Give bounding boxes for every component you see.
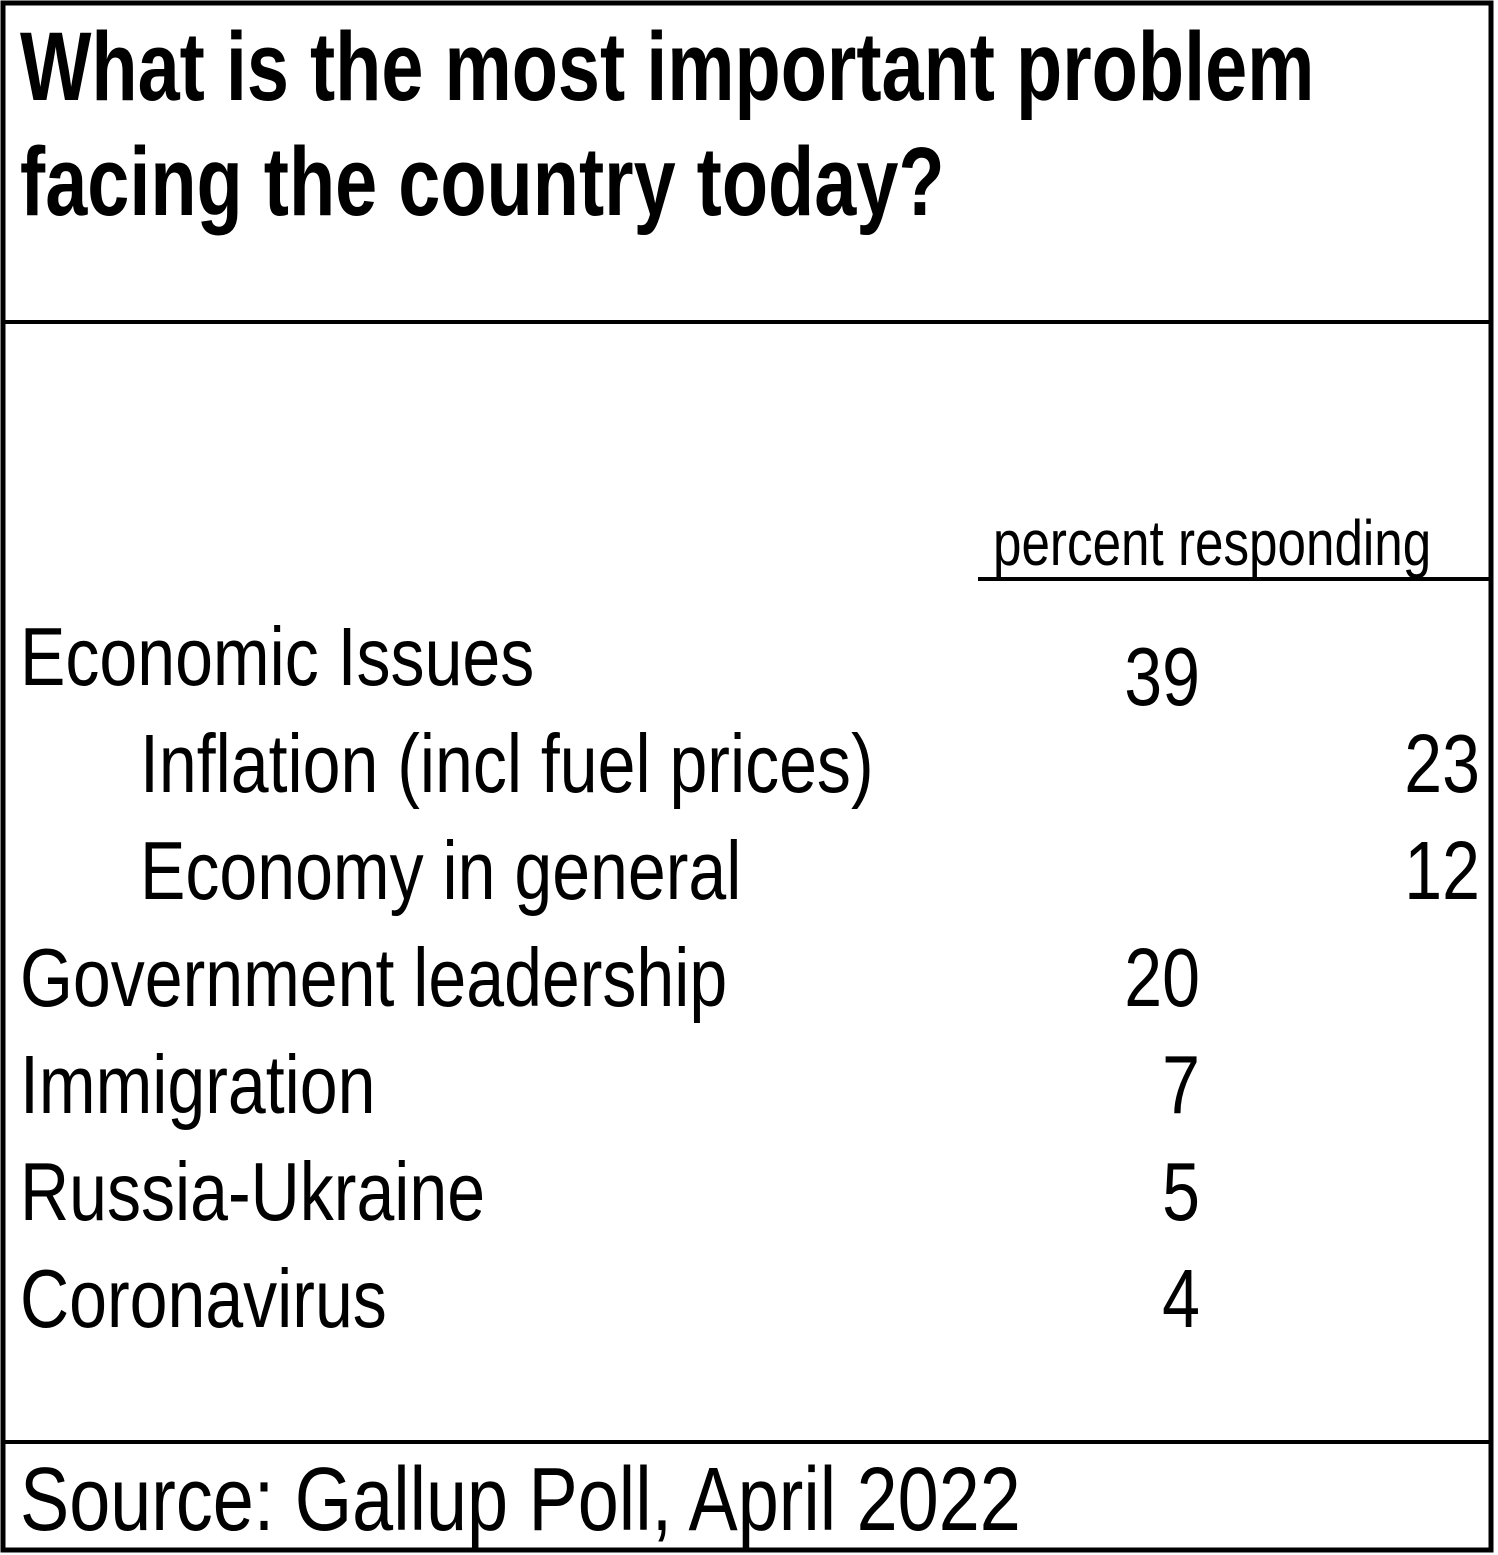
row-value: 12 xyxy=(1404,825,1480,918)
row-label: Economy in general xyxy=(140,825,741,918)
row-label: Russia-Ukraine xyxy=(20,1146,485,1239)
row-value: 7 xyxy=(1162,1039,1200,1132)
row-value: 39 xyxy=(1124,631,1200,724)
source: Source: Gallup Poll, April 2022 xyxy=(20,1450,1021,1550)
row-label: Coronavirus xyxy=(20,1253,387,1346)
title-line: facing the country today? xyxy=(20,128,945,236)
row-value: 5 xyxy=(1162,1146,1200,1239)
row-value: 4 xyxy=(1162,1253,1200,1346)
title-line: What is the most important problem xyxy=(20,13,1314,121)
row-value: 20 xyxy=(1124,932,1200,1025)
row-label: Inflation (incl fuel prices) xyxy=(140,718,874,811)
row-value: 23 xyxy=(1404,718,1480,811)
column-header: percent responding xyxy=(993,509,1431,580)
row-label: Government leadership xyxy=(20,932,727,1025)
row-label: Economic Issues xyxy=(20,611,534,704)
row-label: Immigration xyxy=(20,1039,375,1132)
